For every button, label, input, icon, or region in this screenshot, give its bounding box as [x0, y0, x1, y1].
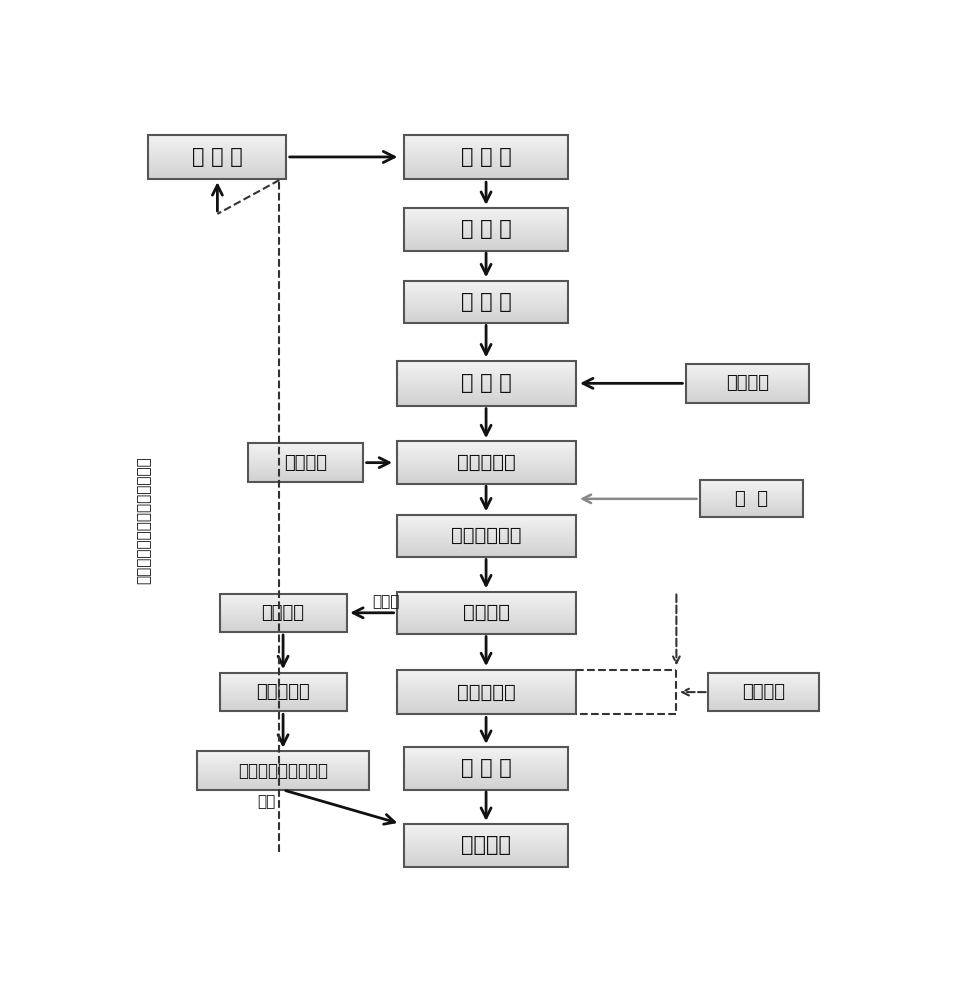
Bar — [148, 135, 286, 179]
Text: 填 埋 场: 填 埋 场 — [192, 147, 243, 167]
Text: 化学清洗: 化学清洗 — [742, 683, 785, 701]
Bar — [220, 673, 347, 711]
Bar — [404, 281, 568, 323]
Bar — [404, 747, 568, 790]
Bar — [404, 824, 568, 867]
Bar — [220, 594, 347, 632]
Text: 反渗透系统: 反渗透系统 — [456, 683, 515, 702]
Text: 固体送入盐泥专用容器储存填埋: 固体送入盐泥专用容器储存填埋 — [137, 457, 152, 584]
Text: 曝气风机: 曝气风机 — [726, 374, 768, 392]
Text: 反水冲洗: 反水冲洗 — [284, 454, 327, 472]
Text: 硬  酸: 硬 酸 — [735, 490, 768, 508]
Bar — [397, 670, 576, 714]
Bar — [699, 480, 802, 517]
Text: 调 节 池: 调 节 池 — [460, 147, 511, 167]
Bar — [247, 443, 363, 482]
Text: 兼 氧 池: 兼 氧 池 — [460, 292, 511, 312]
Bar — [397, 592, 576, 634]
Text: 好 氧 池: 好 氧 池 — [460, 373, 511, 393]
Text: 纳滤系统: 纳滤系统 — [462, 603, 509, 622]
Text: 石英砂过滤器: 石英砂过滤器 — [451, 526, 521, 545]
Bar — [397, 441, 576, 484]
Bar — [397, 515, 576, 557]
Text: 液体: 液体 — [257, 794, 275, 809]
Text: 浓缩液池: 浓缩液池 — [262, 604, 304, 622]
Bar — [397, 361, 576, 406]
Text: 厌 氧 池: 厌 氧 池 — [460, 219, 511, 239]
Bar — [404, 135, 568, 179]
Text: 常温常压高效蒸发器: 常温常压高效蒸发器 — [238, 762, 328, 780]
Text: 浓缩液: 浓缩液 — [373, 595, 400, 610]
Bar — [404, 208, 568, 251]
Text: 清 水 池: 清 水 池 — [460, 758, 511, 778]
Bar — [197, 751, 369, 790]
Bar — [709, 673, 819, 711]
Text: 达标排放: 达标排放 — [461, 835, 511, 855]
Text: 电磁反应器: 电磁反应器 — [256, 683, 310, 701]
Text: 微滤过滤器: 微滤过滤器 — [456, 453, 515, 472]
Bar — [686, 364, 809, 403]
